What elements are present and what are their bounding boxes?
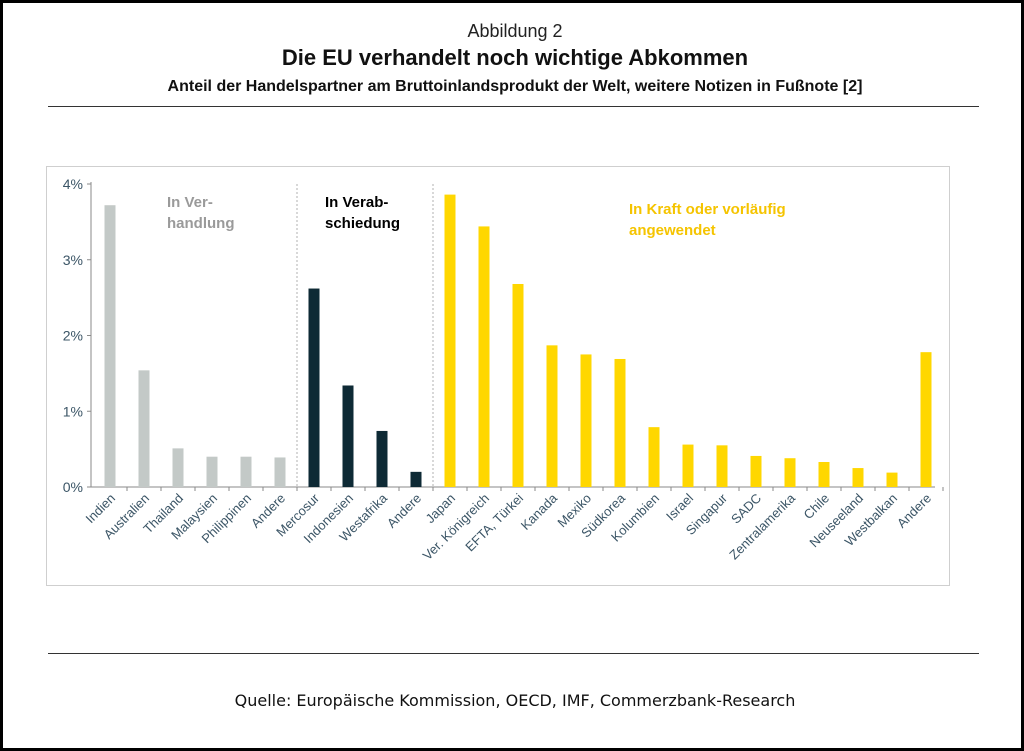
bar-ver-königreich: [478, 226, 490, 488]
y-tick-label: 1%: [63, 403, 83, 419]
figure-title: Die EU verhandelt noch wichtige Abkommen: [281, 45, 749, 70]
figure-subtitle: Anteil der Handelspartner am Bruttoinlan…: [167, 78, 863, 95]
bar-indonesien: [342, 385, 354, 487]
y-tick-label: 4%: [63, 176, 83, 192]
bar-westafrika: [376, 430, 388, 487]
y-tick-label: 3%: [63, 252, 83, 268]
bar-sadc: [750, 455, 762, 487]
bar-andere: [410, 471, 422, 487]
group-label: schiedung: [325, 215, 400, 232]
bar-neuseeland: [852, 468, 864, 487]
group-label: In Verab-: [325, 194, 388, 211]
bar-efta-türkei: [512, 283, 524, 487]
bar-andere: [920, 352, 932, 487]
bottom-divider: [48, 653, 979, 654]
bar-kanada: [546, 345, 558, 487]
bar-thailand: [172, 448, 184, 487]
bar-kolumbien: [648, 427, 660, 487]
figure-label: Abbildung 2: [467, 21, 563, 41]
top-divider: [48, 106, 979, 107]
y-tick-label: 2%: [63, 328, 83, 344]
bar-mercosur: [308, 288, 320, 487]
bar-australien: [138, 370, 150, 487]
x-tick-label: Kanada: [518, 490, 561, 533]
bar-japan: [444, 194, 456, 488]
group-label: handlung: [167, 215, 235, 232]
group-label: angewendet: [629, 222, 716, 239]
chart-panel: 0% 1% 2% 3% 4% Indien Australien Thailand Malays…: [46, 166, 950, 586]
bar-philippinen: [240, 456, 252, 487]
y-tick-label: 0%: [63, 479, 83, 495]
group-label: In Kraft oder vorläufig: [629, 201, 786, 218]
bar-chart: 0%1%2%3%4%IndienAustralienThailandMalays…: [63, 176, 944, 563]
bar-südkorea: [614, 358, 626, 487]
bar-chile: [818, 462, 830, 487]
bar-israel: [682, 444, 694, 487]
bar-zentralamerika: [784, 458, 796, 487]
bar-singapur: [716, 445, 728, 487]
bar-indien: [104, 205, 116, 487]
x-tick-label: Andere: [894, 491, 934, 531]
group-label: In Ver-: [167, 194, 213, 211]
bar-westbalkan: [886, 472, 898, 487]
x-tick-label: Andere: [384, 491, 424, 531]
source-note: Quelle: Europäische Kommission, OECD, IM…: [234, 691, 796, 710]
bar-mexiko: [580, 354, 592, 487]
bar-malaysien: [206, 456, 218, 487]
bar-andere: [274, 457, 286, 487]
